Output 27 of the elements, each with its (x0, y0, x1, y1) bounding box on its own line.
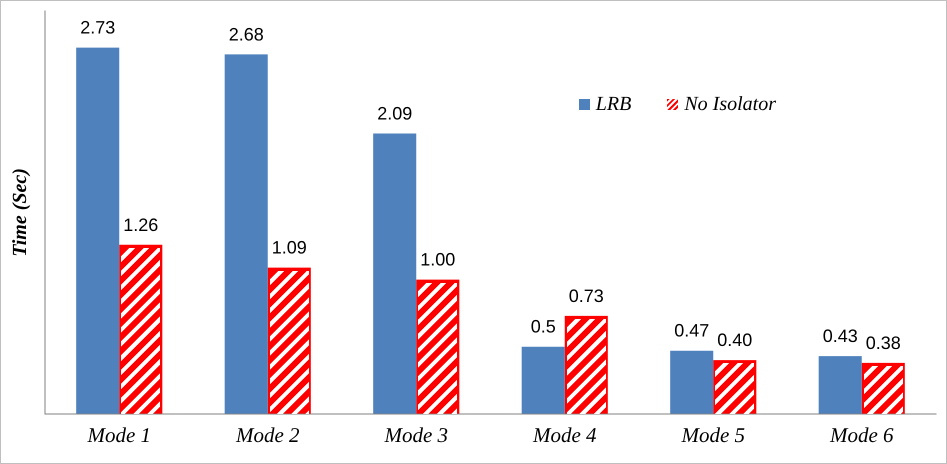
data-label: 0.5 (530, 316, 556, 337)
legend-label: No Isolator (684, 93, 776, 116)
x-tick-label: Mode 2 (234, 422, 300, 447)
y-axis-title: Time (Sec) (9, 168, 32, 257)
data-label: 2.73 (80, 18, 116, 38)
data-label: 2.68 (228, 24, 264, 44)
data-label: 1.26 (123, 214, 158, 235)
x-tick-label: Mode 3 (383, 422, 448, 447)
bar (522, 346, 565, 414)
bar (818, 356, 862, 414)
bar (76, 48, 120, 414)
data-label: 0.43 (822, 326, 858, 346)
x-tick-label: Mode 4 (532, 422, 598, 447)
bar (224, 54, 268, 414)
legend-label: LRB (596, 93, 632, 116)
data-label: 1.09 (272, 238, 307, 258)
x-tick-label: Mode 1 (86, 422, 152, 447)
x-tick-label: Mode 6 (828, 422, 894, 447)
data-label: 0.47 (674, 320, 710, 341)
data-label: 1.00 (420, 250, 456, 270)
bar (670, 350, 714, 414)
data-label: 0.38 (866, 332, 901, 353)
data-label: 0.40 (717, 330, 752, 350)
data-label: 2.09 (377, 103, 412, 124)
x-tick-label: Mode 5 (680, 422, 746, 447)
bar (373, 133, 416, 414)
data-label: 0.73 (568, 286, 604, 306)
